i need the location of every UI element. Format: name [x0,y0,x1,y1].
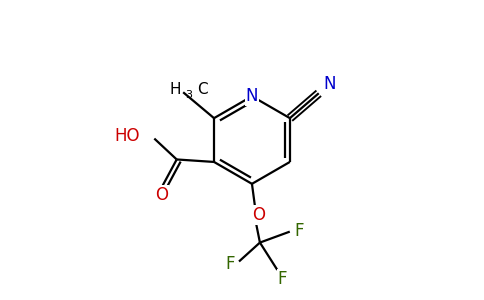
Text: O: O [155,186,168,204]
Text: O: O [252,206,265,224]
Text: C: C [197,82,208,97]
Text: N: N [323,75,336,93]
Text: F: F [277,270,287,288]
Text: HO: HO [115,127,140,145]
Text: F: F [226,255,235,273]
Text: F: F [294,222,303,240]
Text: N: N [246,87,258,105]
Text: H: H [169,82,181,97]
Text: 3: 3 [186,90,193,100]
